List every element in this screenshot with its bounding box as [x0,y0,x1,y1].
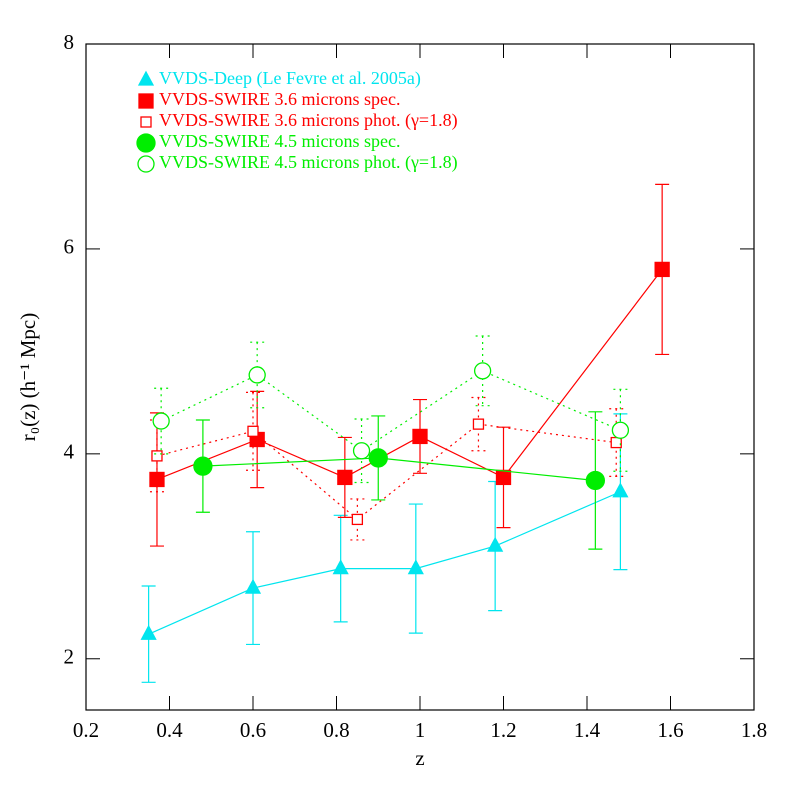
marker [247,425,259,437]
marker [612,482,629,498]
marker [495,469,512,486]
x-tick-label: 1.6 [657,718,683,742]
error-bar [475,335,490,407]
error-bar [350,498,365,541]
y-tick-label: 2 [64,645,75,669]
series-line [202,457,596,482]
marker [473,362,492,380]
marker [151,450,163,462]
legend-marker [136,133,156,153]
marker [611,421,630,439]
marker [472,418,485,430]
y-tick-label: 4 [64,440,75,464]
marker [654,261,670,278]
error-bar [613,388,628,472]
legend-label: VVDS-SWIRE 3.6 microns spec. [159,89,400,109]
y-tick-label: 6 [64,235,75,259]
marker [585,470,605,491]
x-tick-label: 1 [415,718,426,742]
marker [610,436,622,449]
x-tick-label: 1.8 [741,718,767,742]
x-tick-label: 0.4 [156,718,183,742]
legend-marker [140,116,152,128]
marker [368,448,388,468]
marker [140,624,157,640]
marker [351,513,364,526]
y-tick-label: 8 [64,30,75,54]
x-tick-label: 1.2 [490,718,516,742]
legend-label: VVDS-SWIRE 4.5 microns spec. [159,131,400,151]
error-bar [471,396,486,452]
series-line [160,370,621,452]
marker [248,366,266,384]
x-tick-label: 0.6 [240,718,266,742]
legend-marker [137,155,155,173]
legend-marker [137,70,155,86]
x-axis-label: z [415,746,424,770]
marker [244,578,262,594]
legend-marker [138,93,154,109]
marker [412,428,428,445]
marker [332,559,349,575]
error-bar [246,391,260,471]
marker [193,456,213,476]
series-line [156,423,617,521]
marker [487,536,504,552]
error-bar [609,408,624,477]
x-tick-label: 0.8 [323,718,349,742]
legend-label: VVDS-Deep (Le Fevre et al. 2005a) [159,68,421,89]
x-tick-label: 1.4 [574,718,601,742]
series-line [156,269,663,481]
series-line [148,491,621,635]
error-bar [250,341,265,409]
y-axis-label: r₀(z) (h⁻¹ Mpc) [16,313,40,441]
x-tick-label: 0.2 [73,718,99,742]
marker [152,412,170,430]
marker [352,442,371,460]
error-bar [154,387,169,455]
marker [407,559,424,575]
legend-label: VVDS-SWIRE 4.5 microns phot. (γ=1.8) [159,152,458,173]
legend-label: VVDS-SWIRE 3.6 microns phot. (γ=1.8) [159,110,458,131]
marker [337,469,353,486]
